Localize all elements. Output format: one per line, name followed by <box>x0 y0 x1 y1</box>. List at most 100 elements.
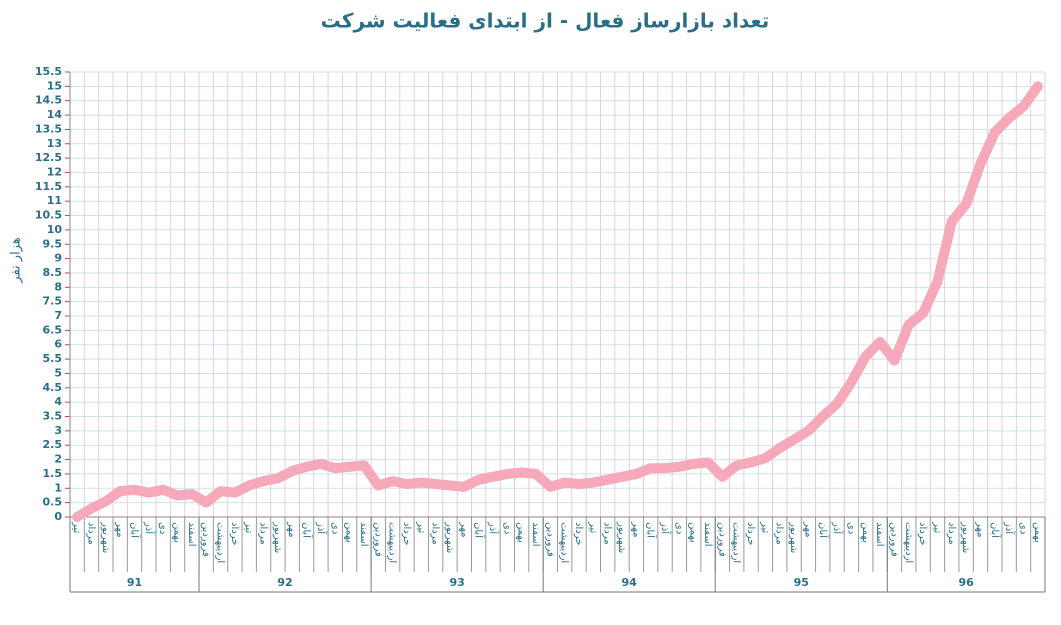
x-tick-label: آبان <box>817 522 830 539</box>
x-tick-label: آذر <box>315 521 328 535</box>
x-tick-label: آذر <box>659 521 672 535</box>
x-tick-label: بهمن <box>860 522 871 543</box>
y-tick-label: 15 <box>47 79 62 92</box>
y-tick-label: 0 <box>54 510 62 523</box>
x-tick-label: اسفند <box>874 522 885 546</box>
group-label: 94 <box>622 576 638 589</box>
y-tick-label: 3 <box>54 424 62 437</box>
y-tick-label: 12 <box>47 165 62 178</box>
x-tick-label: مهر <box>286 521 297 537</box>
x-tick-label: اسفند <box>530 522 541 546</box>
y-tick-label: 2.5 <box>43 438 63 451</box>
x-tick-label: مهر <box>458 521 469 537</box>
x-tick-label: اردیبهشت <box>559 522 570 563</box>
x-tick-label: فروردین <box>372 522 383 557</box>
x-tick-label: آذر <box>143 521 156 535</box>
x-tick-label: شهریور <box>444 521 455 553</box>
y-tick-label: 15.5 <box>35 65 62 78</box>
x-tick-label: مهر <box>630 521 641 537</box>
group-label: 93 <box>449 576 464 589</box>
y-tick-label: 3.5 <box>43 410 63 423</box>
y-tick-label: 2 <box>54 453 62 466</box>
x-tick-label: مهر <box>114 521 125 537</box>
x-tick-label: بهمن <box>1032 522 1043 543</box>
y-tick-label: 4 <box>54 395 62 408</box>
x-tick-label: بهمن <box>172 522 183 543</box>
x-tick-label: مرداد <box>86 522 97 545</box>
x-tick-label: مرداد <box>602 522 613 545</box>
x-tick-label: بهمن <box>688 522 699 543</box>
x-tick-label: تیر <box>587 521 598 534</box>
x-tick-label: فروردین <box>544 522 555 557</box>
x-tick-label: مرداد <box>774 522 785 545</box>
x-tick-label: تیر <box>931 521 942 534</box>
x-tick-label: اسفند <box>186 522 197 546</box>
x-tick-label: مهر <box>974 521 985 537</box>
x-tick-label: آبان <box>473 522 486 539</box>
x-tick-label: فروردین <box>888 522 899 557</box>
x-tick-label: خرداد <box>573 522 584 545</box>
x-tick-label: آبان <box>645 522 658 539</box>
x-tick-label: اردیبهشت <box>903 522 914 563</box>
x-tick-label: دی <box>501 522 512 534</box>
y-tick-label: 8.5 <box>43 266 63 279</box>
x-tick-label: مرداد <box>258 522 269 545</box>
y-tick-label: 6.5 <box>43 323 63 336</box>
x-tick-label: تیر <box>415 521 426 534</box>
y-tick-label: 10.5 <box>35 209 62 222</box>
x-tick-label: مهر <box>802 521 813 537</box>
y-tick-label: 8 <box>54 280 62 293</box>
x-tick-label: خرداد <box>745 522 756 545</box>
x-tick-label: مرداد <box>430 522 441 545</box>
x-tick-label: آذر <box>487 521 500 535</box>
x-tick-label: خرداد <box>401 522 412 545</box>
x-tick-label: اسفند <box>358 522 369 546</box>
x-tick-label: خرداد <box>917 522 928 545</box>
x-tick-label: شهریور <box>272 521 283 553</box>
x-tick-label: شهریور <box>616 521 627 553</box>
x-tick-label: دی <box>845 522 856 534</box>
y-axis-label: هزار نفر <box>9 237 24 284</box>
y-tick-label: 11 <box>47 194 62 207</box>
x-tick-label: آذر <box>1003 521 1016 535</box>
y-tick-label: 5.5 <box>43 352 63 365</box>
y-tick-label: 1.5 <box>43 467 63 480</box>
x-tick-label: مرداد <box>946 522 957 545</box>
y-tick-label: 14.5 <box>35 94 62 107</box>
x-tick-label: آبان <box>301 522 314 539</box>
group-label: 92 <box>277 576 292 589</box>
chart-title: تعداد بازارساز فعال - از ابتدای فعالیت ش… <box>321 9 770 33</box>
y-tick-label: 13 <box>47 137 62 150</box>
y-tick-label: 5 <box>54 366 62 379</box>
x-tick-label: اردیبهشت <box>731 522 742 563</box>
x-tick-label: تیر <box>71 521 82 534</box>
x-tick-label: فروردین <box>716 522 727 557</box>
x-tick-label: دی <box>157 522 168 534</box>
x-tick-label: اسفند <box>702 522 713 546</box>
y-tick-label: 7.5 <box>43 295 63 308</box>
x-tick-label: دی <box>673 522 684 534</box>
y-tick-label: 6 <box>54 338 62 351</box>
x-tick-label: دی <box>329 522 340 534</box>
y-tick-label: 4.5 <box>43 381 63 394</box>
x-tick-label: شهریور <box>788 521 799 553</box>
y-tick-label: 9 <box>54 252 62 265</box>
x-tick-label: بهمن <box>344 522 355 543</box>
y-tick-label: 9.5 <box>43 237 63 250</box>
group-label: 96 <box>958 576 974 589</box>
y-tick-label: 13.5 <box>35 122 62 135</box>
x-tick-label: آذر <box>831 521 844 535</box>
y-tick-label: 1 <box>54 481 62 494</box>
y-tick-label: 0.5 <box>43 496 63 509</box>
x-tick-label: شهریور <box>100 521 111 553</box>
y-tick-label: 12.5 <box>35 151 62 164</box>
line-series <box>72 81 1043 522</box>
x-tick-label: بهمن <box>516 522 527 543</box>
group-label: 91 <box>127 576 142 589</box>
x-tick-label: آبان <box>129 522 142 539</box>
x-tick-label: آبان <box>989 522 1002 539</box>
x-tick-label: اردیبهشت <box>387 522 398 563</box>
y-tick-label: 11.5 <box>35 180 62 193</box>
group-label: 95 <box>794 576 809 589</box>
